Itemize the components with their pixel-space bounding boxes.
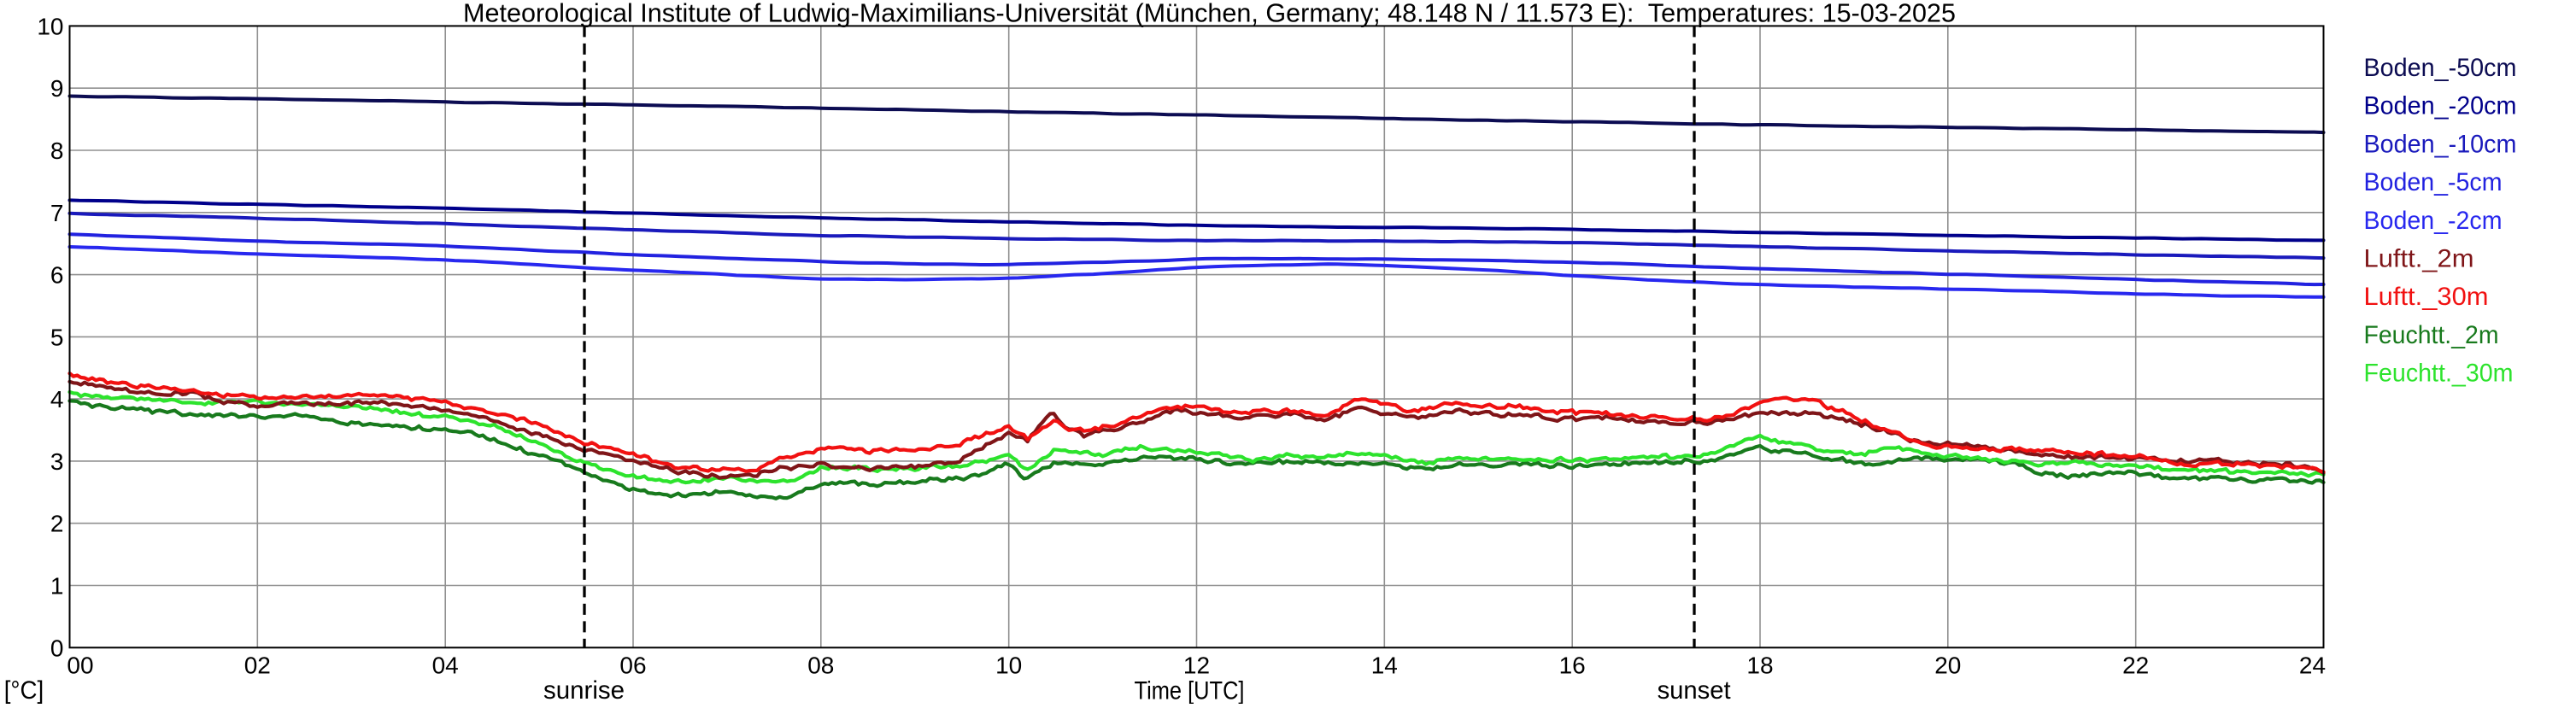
svg-text:Luftt._30m: Luftt._30m [2364, 283, 2489, 311]
svg-text:0: 0 [50, 635, 64, 661]
svg-text:16: 16 [1559, 652, 1586, 679]
svg-text:Boden_-5cm: Boden_-5cm [2364, 168, 2503, 196]
svg-text:12: 12 [1183, 652, 1210, 679]
svg-text:08: 08 [807, 652, 834, 679]
svg-text:[°C]: [°C] [4, 676, 44, 704]
svg-text:5: 5 [50, 324, 64, 350]
svg-text:4: 4 [50, 386, 64, 413]
svg-text:sunset: sunset [1658, 676, 1731, 704]
svg-text:Time [UTC]: Time [UTC] [1135, 677, 1245, 705]
svg-text:Boden_-20cm: Boden_-20cm [2364, 92, 2517, 120]
svg-text:06: 06 [619, 652, 646, 679]
svg-text:sunrise: sunrise [543, 676, 625, 704]
svg-text:24: 24 [2299, 652, 2326, 679]
svg-text:Luftt._2m: Luftt._2m [2364, 245, 2474, 273]
svg-text:02: 02 [244, 652, 271, 679]
svg-text:Boden_-10cm: Boden_-10cm [2364, 130, 2517, 158]
svg-text:9: 9 [50, 75, 64, 102]
svg-text:6: 6 [50, 262, 64, 289]
svg-text:04: 04 [432, 652, 459, 679]
svg-text:Feuchtt._30m: Feuchtt._30m [2364, 360, 2514, 388]
svg-text:7: 7 [50, 200, 64, 226]
svg-text:2: 2 [50, 511, 64, 537]
svg-text:Meteorological Institute of Lu: Meteorological Institute of Ludwig-Maxim… [463, 0, 1956, 28]
svg-text:18: 18 [1746, 652, 1773, 679]
svg-text:00: 00 [67, 652, 93, 679]
svg-text:10: 10 [37, 13, 63, 39]
svg-text:22: 22 [2122, 652, 2149, 679]
svg-text:Feuchtt._2m: Feuchtt._2m [2364, 321, 2499, 349]
svg-text:Boden_-2cm: Boden_-2cm [2364, 207, 2503, 235]
svg-text:8: 8 [50, 138, 64, 164]
svg-text:3: 3 [50, 448, 64, 475]
svg-text:10: 10 [995, 652, 1022, 679]
svg-text:20: 20 [1934, 652, 1961, 679]
svg-text:1: 1 [50, 573, 64, 600]
svg-text:Boden_-50cm: Boden_-50cm [2364, 54, 2517, 82]
svg-text:14: 14 [1371, 652, 1398, 679]
